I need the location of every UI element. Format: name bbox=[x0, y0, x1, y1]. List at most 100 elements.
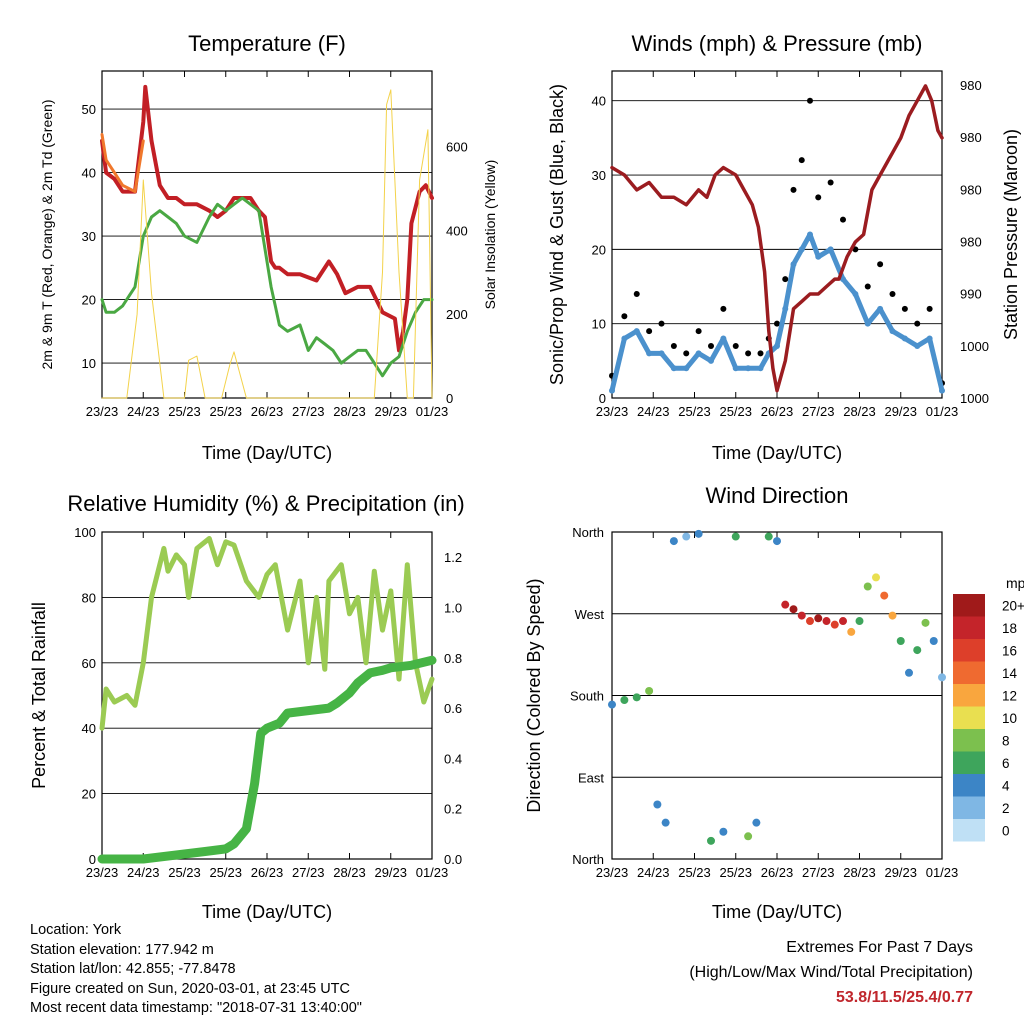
y-axis-label: Percent & Total Rainfall bbox=[29, 602, 49, 789]
direction-point bbox=[839, 617, 847, 626]
legend-swatch bbox=[953, 706, 985, 729]
y2-tick-label: 0.2 bbox=[444, 802, 462, 817]
gust-point bbox=[658, 320, 665, 327]
legend-swatch bbox=[953, 684, 985, 707]
direction-point bbox=[773, 537, 781, 546]
legend-swatch bbox=[953, 661, 985, 684]
x-tick-label: 26/23 bbox=[761, 865, 794, 880]
direction-point bbox=[929, 637, 938, 645]
gust-point bbox=[926, 305, 933, 312]
x-axis-label: Time (Day/UTC) bbox=[712, 902, 842, 922]
wind-point bbox=[889, 328, 896, 335]
direction-point bbox=[938, 673, 946, 682]
y-tick-label: 100 bbox=[74, 525, 96, 540]
legend-swatch bbox=[953, 616, 985, 639]
wind-point bbox=[840, 276, 846, 283]
y2-tick-label: 1.0 bbox=[444, 600, 462, 615]
y-tick-label: 20 bbox=[82, 787, 96, 802]
wind-point bbox=[774, 342, 780, 349]
legend-label: 8 bbox=[1002, 733, 1010, 748]
gust-point bbox=[646, 328, 653, 335]
y-tick-label: 80 bbox=[82, 590, 96, 605]
series-line bbox=[101, 89, 433, 399]
y2-axis-label: Station Pressure (Maroon) bbox=[1001, 129, 1021, 340]
wind-point bbox=[658, 350, 665, 357]
gust-point bbox=[827, 179, 834, 186]
direction-point bbox=[905, 668, 913, 677]
x-tick-label: 27/23 bbox=[802, 865, 835, 880]
direction-point bbox=[620, 696, 629, 705]
x-tick-label: 28/23 bbox=[333, 404, 366, 419]
direction-point bbox=[830, 620, 839, 629]
wind-point bbox=[621, 335, 628, 342]
direction-point bbox=[863, 582, 872, 591]
x-tick-label: 24/23 bbox=[127, 865, 160, 880]
legend-swatch bbox=[953, 774, 985, 797]
extremes-values: 53.8/11.5/25.4/0.77 bbox=[835, 989, 973, 1006]
extremes-title: Extremes For Past 7 Days bbox=[786, 939, 973, 956]
gust-point bbox=[683, 350, 690, 357]
humidity-line bbox=[99, 536, 435, 731]
y2-tick-label: 1000 bbox=[960, 339, 989, 354]
wind-point bbox=[815, 253, 822, 260]
y-tick-label: 30 bbox=[82, 229, 96, 244]
legend-title: mph bbox=[1006, 575, 1024, 591]
x-tick-label: 25/23 bbox=[678, 404, 711, 419]
legend-label: 16 bbox=[1002, 643, 1017, 658]
station-latlon: Station lat/lon: 42.855; -77.8478 bbox=[30, 961, 236, 977]
y2-tick-label: 200 bbox=[446, 307, 468, 322]
x-tick-label: 27/23 bbox=[292, 865, 325, 880]
y2-tick-label: 1000 bbox=[960, 391, 989, 406]
legend-swatch bbox=[953, 639, 985, 662]
legend-label: 20+ bbox=[1002, 598, 1024, 613]
pressure-line bbox=[610, 84, 944, 393]
temperature-title: Temperature (F) bbox=[188, 31, 346, 56]
gust-point bbox=[815, 194, 822, 201]
direction-point bbox=[789, 605, 798, 614]
extremes-box: Extremes For Past 7 Days (High/Low/Max W… bbox=[689, 935, 973, 1010]
y2-tick-label: 0.4 bbox=[444, 751, 462, 766]
legend-label: 10 bbox=[1002, 711, 1017, 726]
x-tick-label: 01/23 bbox=[926, 865, 959, 880]
wind-point bbox=[757, 365, 764, 372]
gust-point bbox=[782, 276, 789, 283]
y2-tick-label: 1.2 bbox=[444, 550, 462, 565]
direction-point bbox=[661, 818, 670, 827]
x-tick-label: 29/23 bbox=[374, 404, 407, 419]
direction-point bbox=[781, 600, 790, 609]
x-tick-label: 29/23 bbox=[884, 865, 917, 880]
direction-point bbox=[822, 617, 831, 626]
direction-point bbox=[608, 700, 616, 709]
wind-point bbox=[745, 365, 752, 372]
y-tick-label: South bbox=[570, 689, 604, 704]
x-axis-label: Time (Day/UTC) bbox=[202, 443, 332, 463]
x-tick-label: 26/23 bbox=[761, 404, 794, 419]
direction-point bbox=[694, 529, 703, 538]
direction-point bbox=[896, 637, 905, 645]
direction-point bbox=[682, 532, 691, 541]
y-tick-label: East bbox=[578, 770, 604, 785]
wind-point bbox=[827, 246, 834, 253]
wind-point bbox=[864, 320, 871, 327]
rainfall-line bbox=[97, 655, 437, 864]
x-tick-label: 01/23 bbox=[926, 404, 959, 419]
gust-point bbox=[889, 290, 896, 297]
y-tick-label: 30 bbox=[592, 168, 606, 183]
gust-point bbox=[807, 97, 813, 104]
x-tick-label: 25/23 bbox=[678, 865, 711, 880]
x-tick-label: 23/23 bbox=[596, 404, 629, 419]
x-tick-label: 23/23 bbox=[86, 865, 119, 880]
direction-point bbox=[752, 818, 761, 827]
y-tick-label: 20 bbox=[592, 242, 606, 257]
legend-swatch bbox=[953, 729, 985, 752]
direction-point bbox=[806, 617, 814, 626]
x-tick-label: 25/23 bbox=[209, 865, 242, 880]
series-line bbox=[100, 196, 434, 378]
y2-tick-label: 980 bbox=[960, 78, 982, 93]
gust-point bbox=[720, 305, 727, 312]
legend-label: 0 bbox=[1002, 823, 1010, 838]
y-tick-label: 40 bbox=[82, 721, 96, 736]
direction-point bbox=[872, 573, 880, 582]
y2-tick-label: 0.6 bbox=[444, 701, 462, 716]
